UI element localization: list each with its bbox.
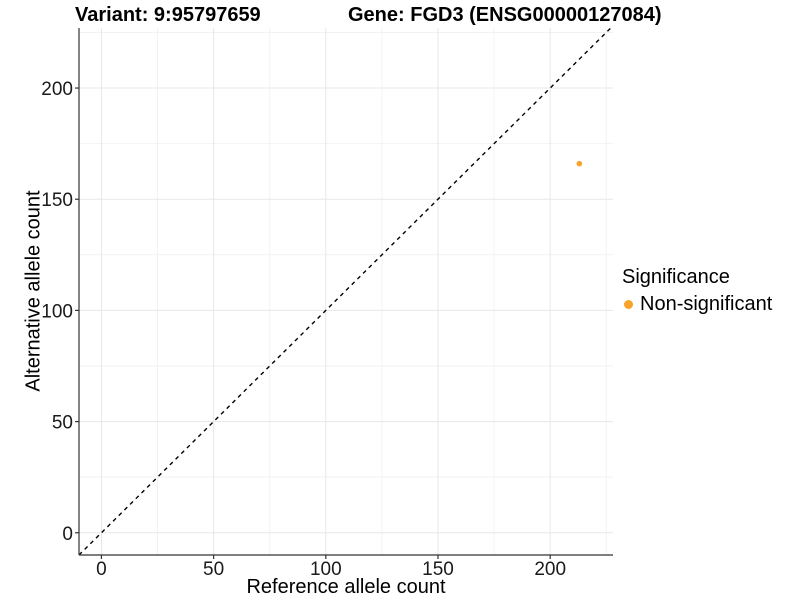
x-tick-label: 100 bbox=[310, 559, 342, 580]
x-tick-label: 200 bbox=[534, 559, 566, 580]
variant-title: Variant: 9:95797659 bbox=[75, 4, 261, 26]
x-tick-label: 50 bbox=[203, 559, 224, 580]
legend: Significance Non-significant bbox=[622, 264, 772, 316]
y-tick-label: 150 bbox=[41, 190, 73, 211]
identity-line bbox=[78, 27, 612, 556]
x-tick-label: 150 bbox=[422, 559, 454, 580]
legend-point-icon bbox=[624, 299, 633, 309]
y-tick-label: 50 bbox=[52, 413, 73, 434]
legend-title: Significance bbox=[622, 266, 730, 288]
gene-title: Gene: FGD3 (ENSG00000127084) bbox=[348, 4, 662, 26]
y-tick-label: 100 bbox=[41, 301, 73, 322]
y-tick-label: 200 bbox=[41, 79, 73, 100]
legend-item-non-significant: Non-significant bbox=[622, 292, 772, 316]
legend-item-label: Non-significant bbox=[640, 293, 773, 315]
x-axis-title: Reference allele count bbox=[246, 576, 446, 598]
x-tick-label: 0 bbox=[96, 559, 107, 580]
data-point bbox=[576, 160, 583, 167]
y-tick-label: 0 bbox=[62, 524, 73, 545]
y-axis-title: Alternative allele count bbox=[22, 190, 45, 392]
